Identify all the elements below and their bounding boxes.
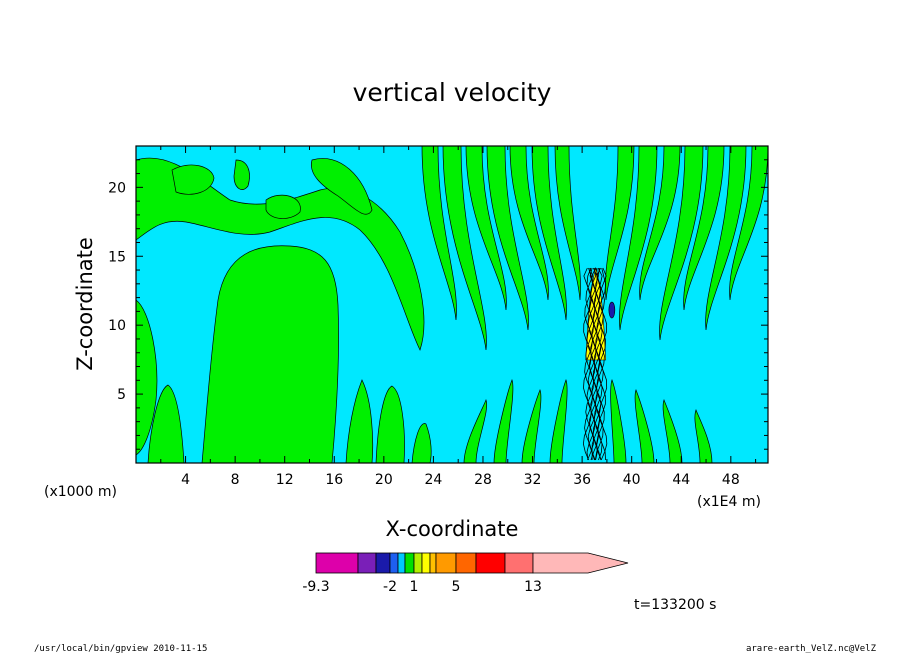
positive-region — [135, 299, 158, 456]
positive-region — [493, 379, 514, 464]
colorbar-swatch — [429, 552, 437, 574]
positive-region — [171, 164, 215, 195]
core-contour — [598, 267, 608, 461]
positive-region — [201, 245, 339, 464]
colorbar-tick-label: -2 — [383, 579, 397, 595]
x-tick-label: 12 — [276, 472, 294, 488]
colorbar-swatch — [357, 552, 377, 574]
plot-frame — [135, 145, 769, 464]
core-contour — [588, 267, 598, 461]
core-contour — [584, 267, 593, 461]
positive-region — [486, 145, 529, 331]
positive-region — [549, 379, 568, 464]
positive-region — [619, 145, 658, 331]
positive-region — [662, 399, 683, 464]
positive-region — [610, 379, 627, 464]
positive-region — [345, 379, 374, 464]
x-tick-label: 4 — [181, 472, 190, 488]
y-axis-ticks: 5 10 15 20 — [108, 159, 768, 450]
x-tick-label: 32 — [524, 472, 542, 488]
y-tick-label: 20 — [108, 180, 126, 196]
x-tick-label: 8 — [231, 472, 240, 488]
positive-region — [442, 145, 487, 351]
colorbar-swatch — [315, 552, 359, 574]
positive-region — [310, 158, 373, 215]
colorbar-tick-label: 13 — [524, 579, 542, 595]
colorbar-swatch — [375, 552, 391, 574]
x-tick-label: 48 — [722, 472, 740, 488]
footer-left: /usr/local/bin/gpview 2010-11-15 — [34, 644, 207, 654]
positive-region — [639, 145, 681, 301]
positive-region — [465, 145, 507, 311]
positive-region — [729, 145, 769, 301]
colorbar-swatch — [413, 552, 423, 574]
positive-region — [531, 145, 567, 321]
core-contour — [596, 267, 605, 461]
x-tick-label: 28 — [474, 472, 492, 488]
colorbar-swatch — [397, 552, 406, 574]
colorbar-swatch — [532, 552, 629, 574]
positive-region — [521, 389, 542, 464]
core-downdraft-region — [608, 301, 616, 319]
colorbar-tick-label: 5 — [452, 579, 461, 595]
positive-region — [421, 145, 457, 321]
x-axis-ticks: 4 8 12 16 20 24 28 32 36 40 44 48 — [160, 146, 757, 488]
x-tick-label: 24 — [424, 472, 442, 488]
x-axis-label: X-coordinate — [386, 517, 519, 541]
colorbar-swatch — [504, 552, 534, 574]
colorbar-swatch — [421, 552, 431, 574]
x-unit-left: (x1000 m) — [44, 484, 117, 500]
positive-region — [147, 384, 185, 464]
convective-core — [582, 266, 616, 461]
colorbar — [315, 552, 629, 574]
colorbar-swatch — [435, 552, 457, 574]
colorbar-swatch — [404, 552, 415, 574]
time-label: t=133200 s — [634, 597, 716, 613]
x-tick-label: 36 — [573, 472, 591, 488]
y-tick-label: 10 — [108, 318, 126, 334]
positive-velocity-regions — [135, 145, 769, 464]
x-tick-label: 16 — [325, 472, 343, 488]
x-unit-right: (x1E4 m) — [697, 494, 761, 510]
positive-region — [265, 194, 301, 219]
colorbar-tick-label: 1 — [410, 579, 419, 595]
positive-region — [705, 145, 747, 331]
colorbar-tick-label: -9.3 — [302, 579, 329, 595]
positive-region — [605, 145, 635, 301]
colorbar-swatch — [475, 552, 506, 574]
positive-region — [375, 385, 405, 464]
chart-title: vertical velocity — [353, 78, 552, 107]
positive-region — [659, 145, 704, 341]
footer-right: arare-earth_VelZ.nc@VelZ — [746, 644, 877, 654]
core-contour — [597, 267, 607, 461]
x-tick-label: 40 — [623, 472, 641, 488]
positive-region — [233, 159, 250, 190]
positive-region — [683, 145, 725, 311]
colorbar-tick-labels: -9.3 -2 1 5 13 — [302, 579, 542, 595]
positive-region — [634, 389, 655, 464]
core-contour — [593, 267, 603, 461]
positive-region — [411, 423, 432, 464]
positive-region — [694, 409, 713, 464]
y-tick-label: 5 — [117, 387, 126, 403]
colorbar-swatch — [389, 552, 399, 574]
x-tick-label: 20 — [375, 472, 393, 488]
y-axis-label: Z-coordinate — [73, 237, 97, 371]
y-tick-label: 15 — [108, 249, 126, 265]
positive-region — [509, 145, 549, 301]
positive-region — [554, 145, 581, 301]
colorbar-swatch — [455, 552, 477, 574]
positive-region — [463, 399, 488, 464]
x-tick-label: 44 — [672, 472, 690, 488]
